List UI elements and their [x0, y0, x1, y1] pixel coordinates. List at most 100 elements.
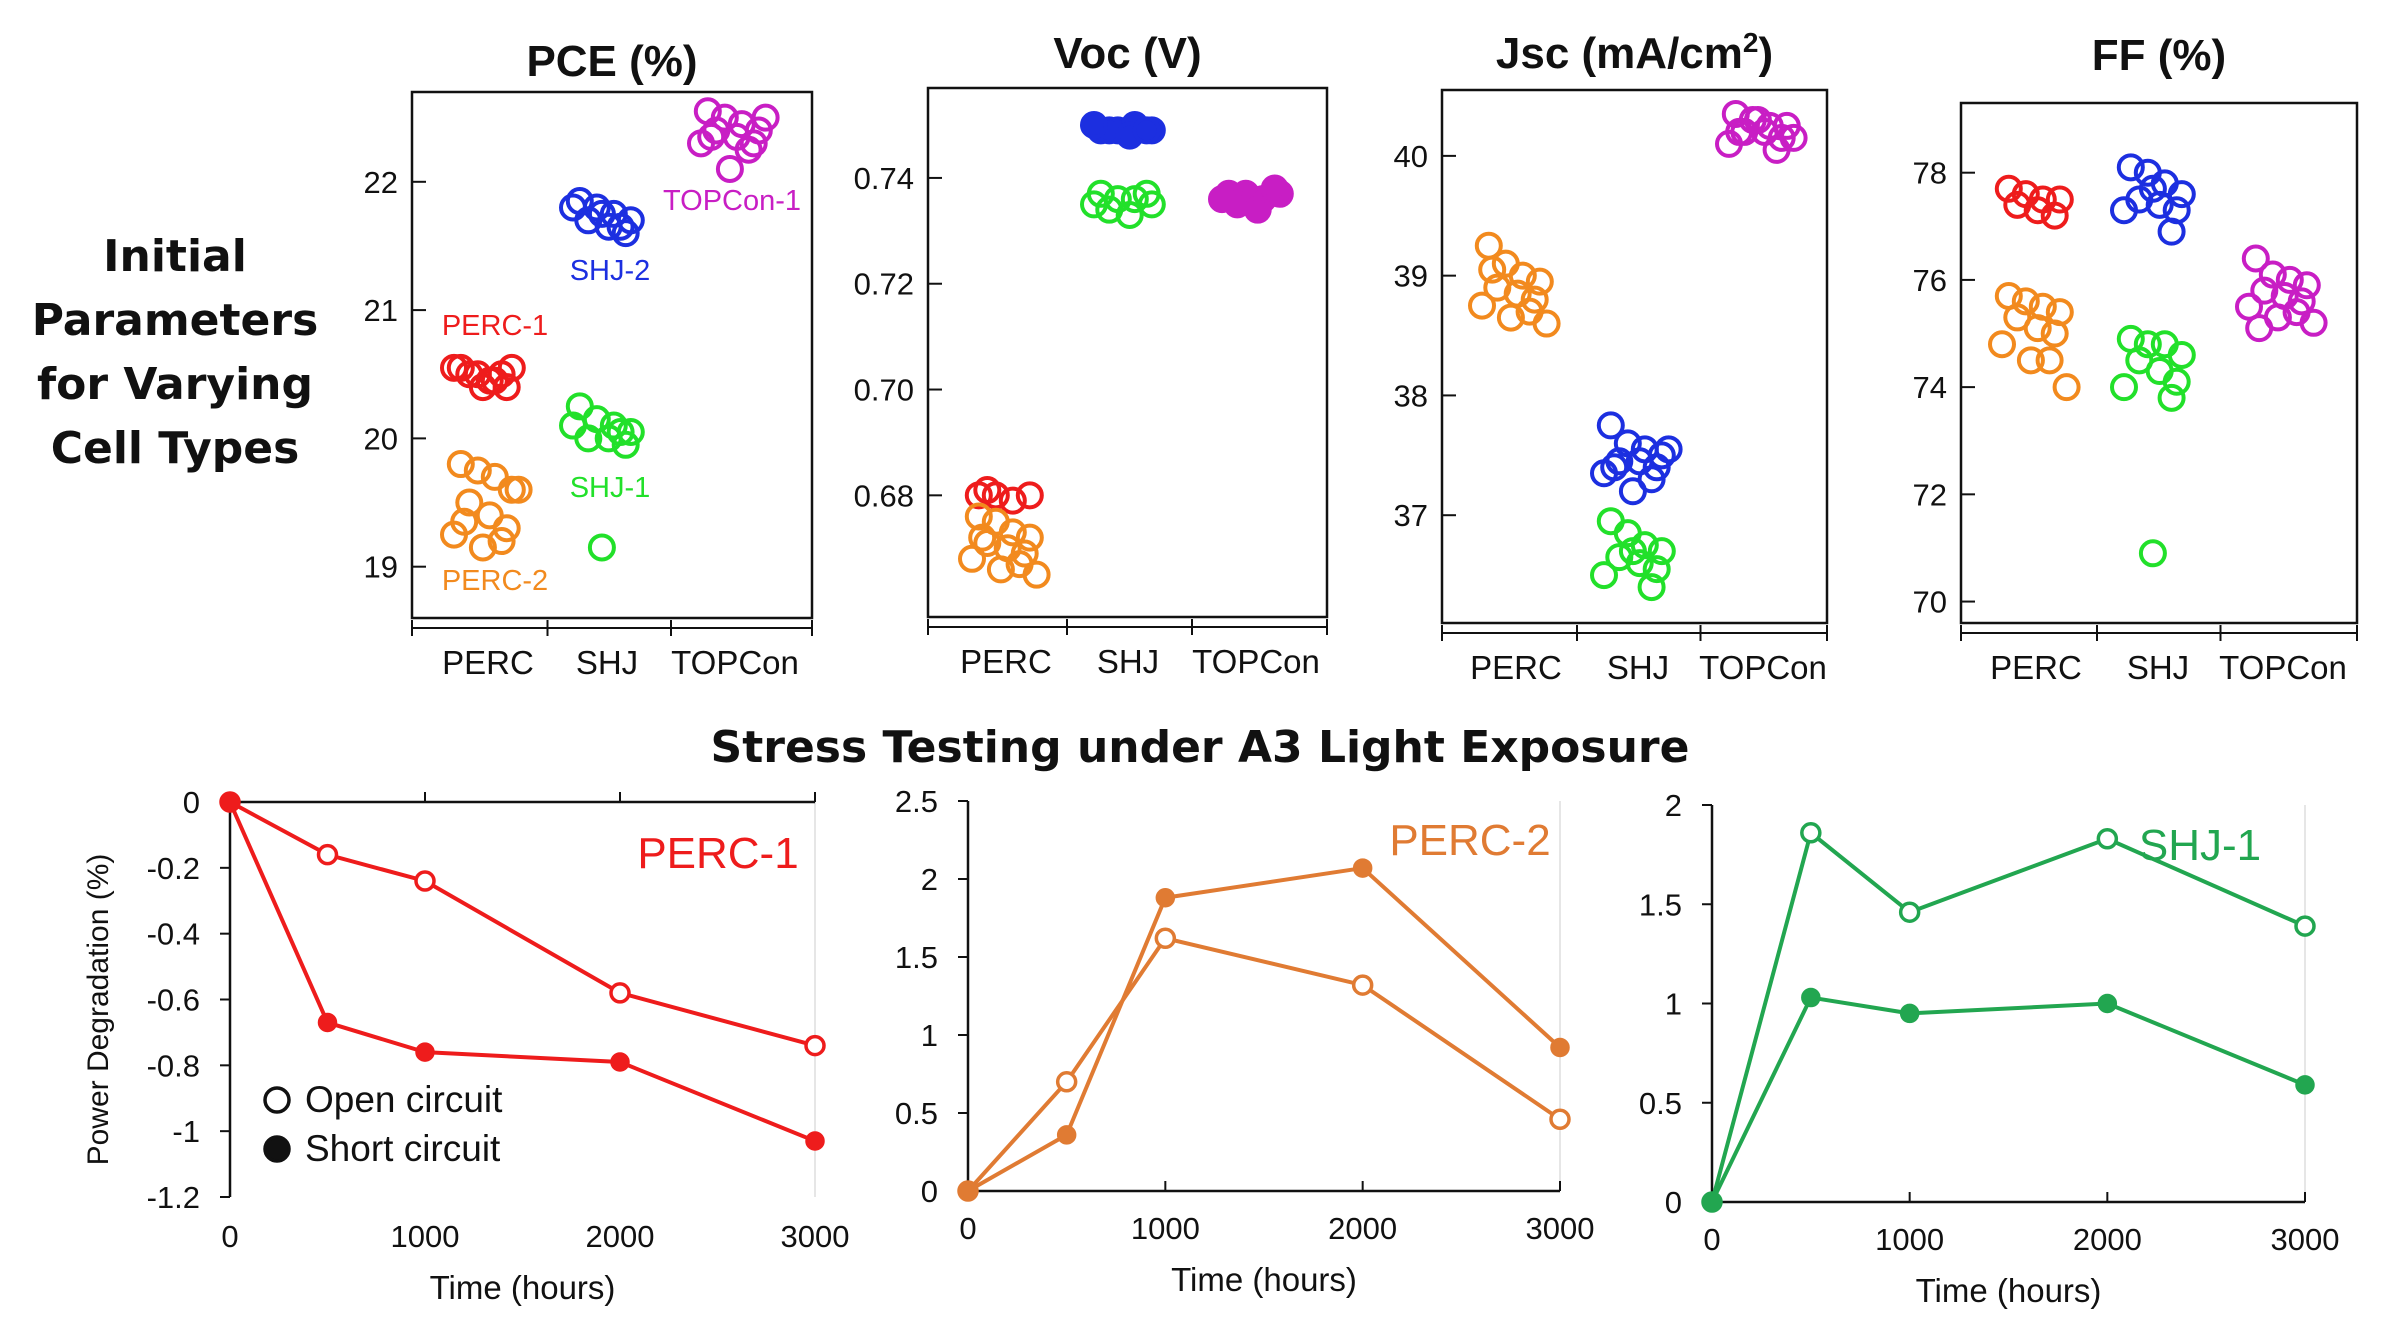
deg_perc2-chart: 0 0.5 1 1.5 2 2.5 0 1000 2000 3000 Time (hours) PER…: [895, 784, 1595, 1298]
jsc-point-shj-2: [1600, 453, 1629, 482]
ff-point-shj-1: [2167, 340, 2196, 369]
side-label-line-3: for Varying: [36, 359, 313, 410]
voc-point-perc-2: [968, 523, 997, 552]
pce-annotation-shj-1: SHJ-1: [570, 472, 651, 504]
deg_perc2-point-short: [1155, 887, 1176, 908]
ff-point-perc-2: [1988, 330, 2016, 359]
jsc-xtick-label: SHJ: [1607, 649, 1669, 686]
deg_shj1-ytick-label: 1: [1665, 987, 1682, 1022]
ff-point-shj-2: [2167, 180, 2196, 209]
deg_perc2-panel-label: PERC-2: [1389, 816, 1550, 865]
deg_perc2-xtick-label: 1000: [1131, 1211, 1200, 1246]
deg_perc1-ytick-label: -0.4: [147, 917, 200, 952]
pce-point-shj-2: [611, 219, 640, 248]
ff-point-perc-2: [2052, 373, 2081, 402]
voc-point-perc-1: [973, 476, 1002, 505]
pce-annotation-perc-1: PERC-1: [442, 310, 548, 342]
deg_perc1-ytick-label: -1.2: [147, 1180, 200, 1215]
jsc-point-topcon-1: [1779, 123, 1808, 152]
voc-point-shj-2: [1080, 111, 1108, 140]
pce-point-shj-1: [559, 411, 587, 440]
voc-point-perc-2: [1015, 523, 1044, 552]
section-title: Stress Testing under A3 Light Exposure: [710, 722, 1690, 773]
deg_perc1-point-open: [316, 843, 339, 866]
deg_perc2-line-open: [966, 936, 1562, 1193]
jsc-ytick-label: 38: [1394, 378, 1428, 413]
pce-frame: [410, 90, 814, 620]
voc-title: Voc (V): [1053, 29, 1201, 78]
legend-short-marker: [263, 1135, 291, 1163]
ff-xtick-label: PERC: [1990, 649, 2082, 686]
jsc-ytick-label: 40: [1394, 139, 1428, 174]
deg_perc2-xtick-label: 3000: [1526, 1211, 1595, 1246]
deg_perc1-ytick-label: -1: [172, 1114, 200, 1149]
pce-point-shj-1: [611, 430, 640, 459]
voc-point-perc-2: [998, 518, 1027, 547]
voc-point-topcon-1: [1243, 195, 1272, 224]
deg_shj1-point-open: [2294, 915, 2316, 937]
voc-ytick-label: 0.68: [854, 478, 914, 513]
deg_shj1-ytick-label: 2: [1665, 788, 1682, 823]
voc-point-shj-1: [1132, 179, 1161, 208]
deg_perc1-point-open: [414, 870, 436, 892]
voc-xtick-label: SHJ: [1097, 643, 1159, 680]
ff-point-perc-1: [2040, 201, 2069, 230]
deg_shj1-xtick-label: 0: [1703, 1222, 1720, 1257]
jsc-point-topcon-1: [1725, 117, 1754, 146]
voc-point-perc-1: [1015, 481, 1044, 510]
ff-point-perc-1: [2023, 196, 2052, 225]
deg_shj1-ytick-label: 0.5: [1639, 1086, 1682, 1121]
deg_perc1-ytick-label: -0.8: [147, 1048, 200, 1083]
ff-point-perc-2: [2035, 346, 2064, 375]
deg_perc2-point-open: [1549, 1108, 1571, 1130]
pce-ytick-label: 19: [364, 550, 398, 585]
ff-point-shj-2: [2138, 174, 2167, 203]
jsc-point-perc-2: [1496, 303, 1525, 332]
voc-point-shj-1: [1080, 190, 1108, 219]
pce-point-shj-2: [559, 193, 587, 222]
ff-frame: [1959, 101, 2359, 625]
jsc-point-shj-1: [1647, 537, 1676, 566]
pce-point-perc-2: [475, 501, 504, 530]
ff-point-perc-2: [2016, 346, 2045, 375]
ff-ytick-label: 76: [1913, 263, 1947, 298]
deg_shj1-point-short: [2295, 1075, 2315, 1095]
pce-point-perc-2: [455, 488, 484, 517]
ff-point-perc-2: [2011, 287, 2040, 316]
jsc-chart: Jsc (mA/cm2) 37 38 39 40 PERC SHJ TOPCon: [1394, 27, 1829, 686]
pce-title: PCE (%): [526, 37, 697, 86]
jsc-ytick-label: 37: [1394, 498, 1428, 533]
deg_perc2-ytick-label: 2.5: [895, 784, 938, 819]
jsc-point-perc-2: [1478, 255, 1507, 284]
ff-point-shj-2: [2145, 190, 2174, 219]
pce-point-topcon-1: [734, 135, 763, 164]
deg_perc1-ytick-label: -0.2: [147, 851, 200, 886]
ff-point-perc-2: [2023, 314, 2052, 343]
ff-point-shj-1: [2110, 373, 2138, 402]
deg_perc2-point-open: [1351, 974, 1374, 996]
deg_perc2-xlabel: Time (hours): [1171, 1261, 1357, 1298]
pce-point-shj-2: [606, 212, 635, 241]
pce-point-shj-1: [587, 533, 616, 562]
deg_perc2-point-short: [958, 1181, 978, 1201]
pce-point-shj-2: [587, 199, 616, 228]
voc-xtick-label: PERC: [960, 643, 1052, 680]
deg_perc1-point-short: [317, 1012, 338, 1033]
voc-point-perc-1: [998, 486, 1027, 515]
deg_shj1-ytick-label: 1.5: [1639, 887, 1682, 922]
jsc-title: Jsc (mA/cm2): [1496, 27, 1773, 78]
pce-point-perc-2: [468, 533, 497, 562]
jsc-title-sup: 2: [1743, 27, 1759, 58]
pce-ytick-label: 20: [364, 421, 398, 456]
deg_shj1-point-short: [1702, 1192, 1722, 1212]
pce-ytick-label: 21: [364, 293, 398, 328]
jsc-point-shj-1: [1618, 537, 1647, 566]
deg_perc2-line-short: [967, 865, 1562, 1193]
pce-point-topcon-1: [739, 129, 768, 158]
voc-point-topcon-1: [1208, 185, 1236, 214]
ff-point-shj-1: [2133, 330, 2162, 359]
jsc-point-shj-2: [1618, 477, 1647, 506]
jsc-point-shj-2: [1596, 411, 1625, 440]
deg_perc1-chart: 0 -0.2 -0.4 -0.6 -0.8 -1 -1.2 0 1000 2000 3000 Time…: [82, 785, 849, 1306]
